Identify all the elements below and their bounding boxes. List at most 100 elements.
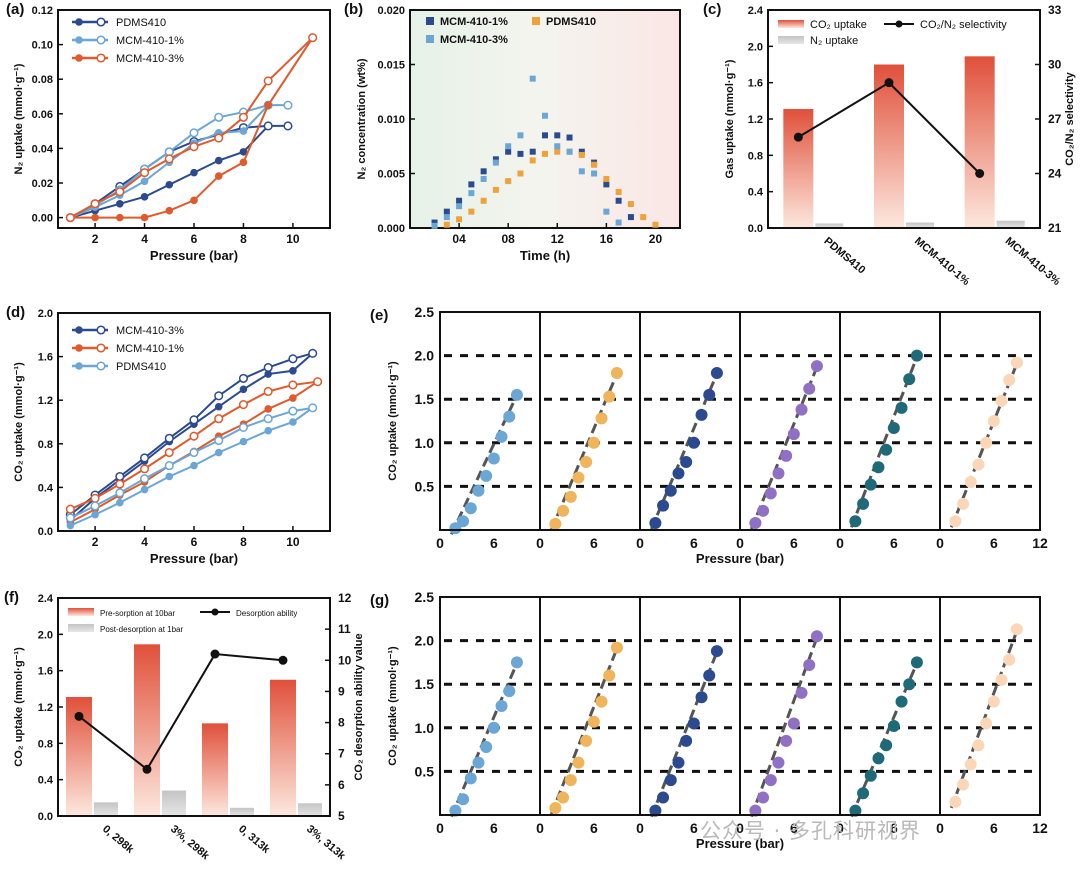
x-tick-label: 16 <box>600 232 614 246</box>
x-tick-label: 6 <box>690 820 698 836</box>
x-tick-label: 4 <box>141 535 148 549</box>
legend-text: N₂ uptake <box>810 35 858 47</box>
data-point <box>910 656 923 669</box>
x-tick-label: 6 <box>690 535 698 551</box>
data-point <box>572 471 585 484</box>
y-tick-label: 0.4 <box>38 482 54 494</box>
data-point <box>872 752 885 765</box>
fit-line <box>450 390 521 535</box>
data-point <box>764 774 777 787</box>
data-point <box>595 695 608 708</box>
panel-label: (d) <box>6 304 25 321</box>
data-point <box>517 132 524 139</box>
data-point <box>587 436 600 449</box>
data-point <box>710 645 723 658</box>
adsorption-point <box>91 510 99 519</box>
desorption-point <box>263 414 273 424</box>
x-tick-label: 6 <box>790 820 798 836</box>
data-point <box>680 734 693 747</box>
panel-label: (e) <box>370 307 388 324</box>
watermark: 公众号 · 多孔科研视界 <box>700 819 922 843</box>
desorption-point <box>238 373 249 383</box>
adsorption-point <box>239 148 248 156</box>
x-axis-label: Pressure (bar) <box>150 551 238 566</box>
data-point <box>549 517 562 530</box>
data-point <box>554 148 561 155</box>
legend-marker <box>68 624 94 632</box>
y-axis-label: CO₂ uptake (mmol·g⁻¹) <box>13 647 25 767</box>
data-point <box>529 157 536 164</box>
data-point <box>887 720 900 733</box>
desorption-point <box>214 133 224 143</box>
data-point <box>1010 356 1023 369</box>
legend-text: MCM-410-1% <box>440 16 508 28</box>
data-point <box>443 214 450 221</box>
x-tick-label: 6 <box>890 535 898 551</box>
legend-item-open-marker <box>96 35 106 45</box>
x-tick-label: 2 <box>92 232 99 246</box>
data-point <box>780 734 793 747</box>
x-tick-label: 6 <box>590 535 598 551</box>
desorption-point <box>189 431 199 441</box>
x-tick-label: 6 <box>590 820 598 836</box>
data-point <box>995 394 1008 407</box>
desorption-point <box>90 501 100 511</box>
desorption-point <box>263 386 273 397</box>
fit-line <box>749 631 821 818</box>
legend-item-text: PDMS410 <box>116 17 166 29</box>
y-axis-label: CO₂ uptake (mmol·g⁻¹) <box>387 646 399 766</box>
legend-item-text: PDMS410 <box>116 361 166 373</box>
legend-marker <box>778 20 804 28</box>
desorption-point <box>308 33 318 43</box>
data-point <box>557 504 570 517</box>
data-point <box>872 461 885 474</box>
data-point <box>787 717 800 730</box>
desorption-point <box>288 380 298 390</box>
data-point <box>487 721 500 734</box>
data-point <box>480 168 487 175</box>
adsorption-point <box>264 426 272 435</box>
category-label: 0, 313k <box>236 823 273 856</box>
desorption-point <box>238 112 249 122</box>
desorption-point <box>263 121 273 131</box>
adsorption-point <box>140 193 149 201</box>
desorption-point <box>164 461 174 471</box>
legend-item-open-marker <box>96 17 106 27</box>
y2-axis-label: CO₂/N₂ selectivity <box>1064 71 1076 165</box>
data-point <box>492 159 499 166</box>
y-tick-label: 0.5 <box>415 763 435 779</box>
legend-marker <box>532 17 540 25</box>
desorption-point <box>65 213 75 223</box>
y-axis-label: CO₂ uptake (mmol·g⁻¹) <box>387 361 399 481</box>
bar-secondary <box>906 222 934 228</box>
adsorption-point <box>190 461 198 470</box>
data-point <box>864 769 877 782</box>
legend-text: MCM-410-3% <box>440 34 508 46</box>
category-label: PDMS410 <box>821 235 867 276</box>
adsorption-point <box>289 394 297 402</box>
desorption-point <box>238 400 249 410</box>
adsorption-point <box>165 180 174 189</box>
data-point <box>995 673 1008 686</box>
adsorption-point <box>214 448 223 457</box>
x-tick-label: 8 <box>240 535 247 549</box>
panel-e-frame <box>439 311 1041 531</box>
data-point <box>764 487 777 500</box>
x-tick-label: 10 <box>286 232 300 246</box>
adsorption-point <box>239 385 248 394</box>
data-point <box>578 168 585 175</box>
data-point <box>880 443 893 456</box>
data-point <box>603 181 610 188</box>
adsorption-point <box>190 196 198 205</box>
adsorption-point <box>214 156 223 165</box>
data-point <box>980 717 993 730</box>
data-point <box>895 695 908 708</box>
legend-text: Desorption ability <box>236 609 297 618</box>
data-point <box>431 222 438 229</box>
y-tick-label: 2.5 <box>415 304 435 320</box>
legend-item-filled-marker <box>75 18 83 26</box>
legend-item-open-marker <box>96 53 106 63</box>
data-point <box>780 449 793 462</box>
adsorption-point <box>116 213 124 222</box>
data-point <box>903 678 916 691</box>
